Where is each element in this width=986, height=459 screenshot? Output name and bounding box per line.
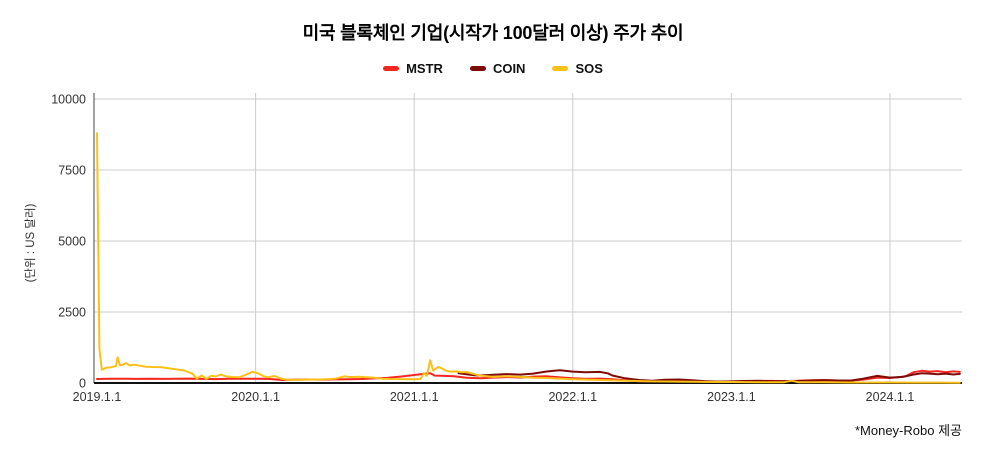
- y-tick-label: 7500: [58, 164, 86, 178]
- series-line-sos: [96, 132, 961, 384]
- legend-label: SOS: [575, 60, 603, 76]
- y-tick-label: 10000: [51, 93, 86, 107]
- legend-label: COIN: [492, 60, 526, 76]
- y-tick-label: 0: [79, 377, 86, 391]
- legend-swatch-coin: [469, 65, 486, 71]
- y-tick-label: 5000: [58, 235, 86, 249]
- x-tick-label: 2019.1.1: [73, 390, 122, 404]
- legend-item-mstr: MSTR: [383, 62, 443, 75]
- legend-item-sos: SOS: [552, 60, 603, 76]
- legend-swatch-mstr: [383, 65, 400, 71]
- legend: MSTR COIN SOS: [0, 61, 986, 75]
- x-tick-label: 2020.1.1: [231, 390, 280, 404]
- x-tick-label: 2023.1.1: [707, 390, 756, 404]
- chart-title: 미국 블록체인 기업(시작가 100달러 이상) 주가 추이: [302, 23, 684, 43]
- legend-item-coin: COIN: [469, 60, 526, 76]
- y-tick-label: 2500: [58, 306, 86, 320]
- legend-label: MSTR: [406, 60, 443, 76]
- x-tick-label: 2024.1.1: [866, 390, 915, 404]
- x-tick-label: 2021.1.1: [390, 390, 439, 404]
- x-tick-label: 2022.1.1: [548, 390, 597, 404]
- legend-swatch-sos: [552, 65, 569, 71]
- attribution: *Money-Robo 제공: [854, 423, 962, 438]
